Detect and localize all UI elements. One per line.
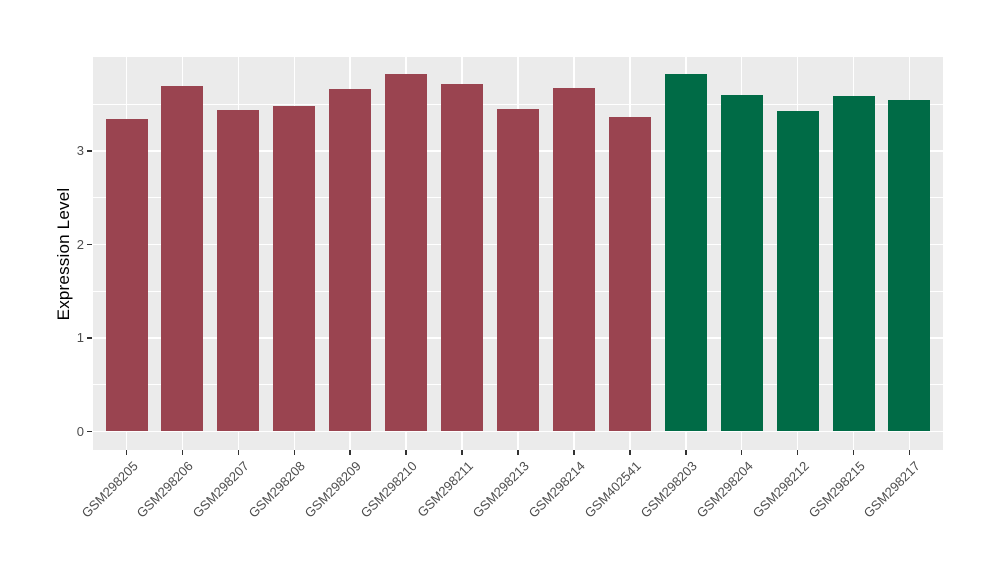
bar-GSM298203 xyxy=(664,74,707,432)
bar-GSM298207 xyxy=(217,109,260,432)
x-axis-tick xyxy=(293,450,296,455)
bar-GSM298210 xyxy=(385,74,428,432)
bar-GSM298209 xyxy=(329,89,372,432)
x-tick-label: GSM298203 xyxy=(637,458,700,521)
y-tick-label: 2 xyxy=(76,236,84,252)
bar-GSM298217 xyxy=(888,99,931,432)
bar-GSM298215 xyxy=(832,95,875,432)
x-axis-tick xyxy=(796,450,799,455)
x-tick-label: GSM298213 xyxy=(469,458,532,521)
x-axis-tick xyxy=(181,450,184,455)
bar-GSM298214 xyxy=(552,88,595,432)
y-axis-tick xyxy=(87,243,92,246)
plot-panel xyxy=(93,57,943,450)
bar-GSM298208 xyxy=(273,106,316,432)
bar-GSM298213 xyxy=(497,108,539,432)
x-tick-label: GSM298214 xyxy=(525,458,588,521)
y-tick-label: 0 xyxy=(76,423,84,439)
x-axis-tick xyxy=(684,450,687,455)
gridline-horizontal-major xyxy=(93,430,943,433)
y-axis-tick xyxy=(87,430,92,433)
x-tick-label: GSM298211 xyxy=(414,458,476,520)
bar-GSM298205 xyxy=(105,119,148,432)
x-tick-label: GSM402541 xyxy=(581,458,644,521)
x-tick-label: GSM298215 xyxy=(805,458,868,521)
x-axis-tick xyxy=(125,450,128,455)
bar-GSM298211 xyxy=(441,83,484,432)
x-tick-label: GSM298217 xyxy=(861,458,924,521)
x-tick-label: GSM298205 xyxy=(78,458,141,521)
x-tick-label: GSM298204 xyxy=(693,458,756,521)
x-axis-tick xyxy=(629,450,631,455)
y-axis-title: Expression Level xyxy=(54,187,73,320)
x-tick-label: GSM298207 xyxy=(190,458,253,521)
x-tick-label: GSM298208 xyxy=(246,458,309,521)
x-tick-label: GSM298210 xyxy=(357,458,421,521)
bar-GSM298206 xyxy=(161,85,204,432)
x-tick-label: GSM298206 xyxy=(134,458,197,521)
x-axis-tick xyxy=(405,450,407,455)
y-axis-tick xyxy=(87,337,92,339)
x-axis-tick xyxy=(852,450,855,455)
x-tick-label: GSM298212 xyxy=(749,458,812,521)
x-axis-tick xyxy=(517,450,519,455)
bar-GSM298212 xyxy=(776,110,819,432)
y-tick-label: 3 xyxy=(76,143,84,158)
bar-GSM402541 xyxy=(608,117,651,432)
gridline-horizontal-minor xyxy=(93,103,943,105)
x-axis-tick xyxy=(573,450,575,455)
x-axis-tick xyxy=(908,450,911,455)
y-axis-tick xyxy=(87,150,92,152)
y-tick-label: 1 xyxy=(76,330,84,345)
x-axis-tick xyxy=(349,450,352,455)
bar-GSM298204 xyxy=(720,94,763,432)
x-tick-label: GSM298209 xyxy=(301,458,365,521)
x-axis-tick xyxy=(237,450,240,455)
x-axis-tick xyxy=(740,450,743,455)
x-axis-tick xyxy=(461,450,463,455)
